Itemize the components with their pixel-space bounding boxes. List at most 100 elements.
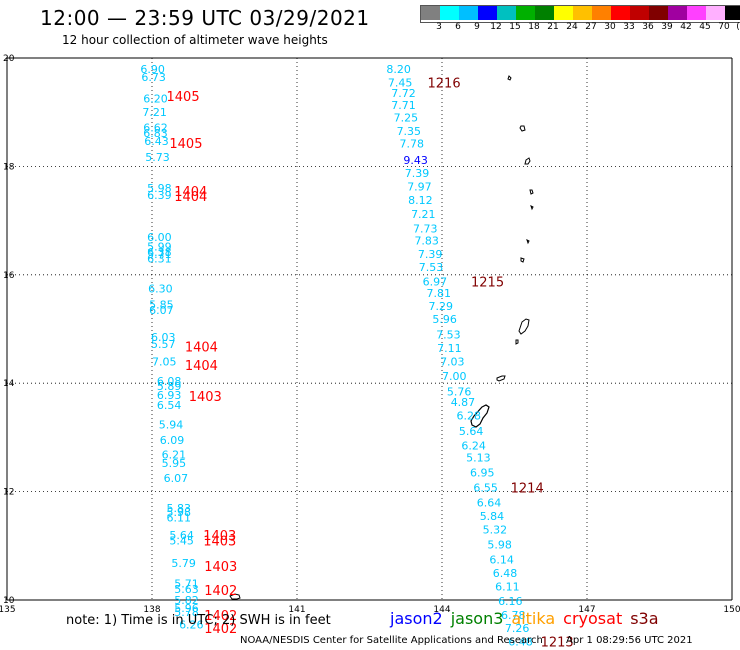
wave-height-label: 7.81 — [427, 287, 452, 300]
wave-height-label: 6.78 — [501, 609, 526, 622]
legend-item-s3a: s3a — [630, 609, 659, 628]
wave-height-label: 6.14 — [489, 553, 514, 566]
scale-swatch — [630, 6, 649, 20]
wave-height-label: 6.07 — [149, 304, 174, 317]
legend-item-cryosat: cryosat — [563, 609, 623, 628]
island-mariana — [526, 239, 530, 245]
lon-tick-label: 150 — [723, 605, 740, 615]
island-south — [229, 593, 241, 600]
scale-label: 21 — [547, 22, 559, 32]
wave-height-label: 5.85 — [149, 299, 174, 312]
wave-height-label: 5.32 — [483, 524, 508, 537]
wave-height-label: 7.03 — [440, 356, 465, 369]
wave-height-label: 7.25 — [394, 112, 419, 125]
track-labels: 6.906.736.207.216.626.836.435.735.986.39… — [140, 63, 573, 650]
wave-height-label: 7.21 — [142, 106, 167, 119]
wave-height-label: 7.21 — [411, 208, 436, 221]
wave-height-label: 7.72 — [391, 87, 416, 100]
scale-label: 45 — [699, 22, 711, 32]
wave-height-label: 7.05 — [152, 356, 177, 369]
wave-height-label: 6.97 — [423, 275, 448, 288]
wave-height-label: 7.83 — [414, 235, 439, 248]
scale-label: (ft) — [736, 22, 740, 32]
wave-height-label: 5.79 — [171, 557, 196, 570]
island-mariana — [520, 257, 525, 263]
lat-tick-label: 14 — [3, 379, 15, 389]
legend-item-jason3: jason3 — [450, 609, 504, 628]
scale-label: 42 — [680, 22, 692, 32]
wave-height-label: 5.64 — [459, 425, 484, 438]
scale-label: 30 — [604, 22, 616, 32]
lon-tick-label: 144 — [433, 605, 450, 615]
wave-height-label: 5.96 — [174, 602, 199, 615]
pass-time-label: 1402 — [204, 609, 237, 624]
wave-height-label: 6.48 — [508, 636, 533, 649]
wave-height-label: 7.39 — [418, 248, 443, 261]
pass-time-label: 1404 — [185, 359, 218, 374]
island-mariana — [529, 189, 534, 195]
wave-height-label: 5.63 — [174, 583, 199, 596]
pass-time-label: 1213 — [541, 636, 574, 650]
scale-swatch — [440, 6, 459, 20]
wave-height-label: 6.55 — [473, 481, 498, 494]
wave-height-label: 7.45 — [388, 76, 413, 89]
pass-time-label: 1404 — [185, 340, 218, 355]
wave-height-label: 6.11 — [495, 580, 519, 593]
wave-height-label: 7.11 — [437, 342, 462, 355]
wave-height-label: 7.53 — [419, 261, 444, 274]
pass-time-label: 1402 — [204, 584, 237, 599]
pass-time-label: 1403 — [203, 529, 236, 544]
wave-height-label: 4.87 — [451, 396, 476, 409]
wave-height-label: 5.96 — [432, 313, 457, 326]
island-saipan — [518, 318, 530, 335]
scale-swatch — [497, 6, 516, 20]
wave-height-label: 6.73 — [141, 71, 166, 84]
pass-time-label: 1404 — [174, 190, 207, 205]
scale-swatch — [554, 6, 573, 20]
wave-height-label: 5.82 — [174, 594, 199, 607]
wave-height-label: 6.24 — [461, 440, 486, 453]
wave-height-label: 6.11 — [167, 512, 192, 525]
wave-height-label: 5.98 — [147, 182, 172, 195]
wave-height-label: 5.99 — [147, 241, 172, 254]
wave-height-label: 5.73 — [145, 151, 170, 164]
lon-tick-label: 135 — [0, 605, 16, 615]
wave-height-label: 6.64 — [477, 496, 502, 509]
footer-note: note: 1) Time is in UTC; 2) SWH is in fe… — [66, 613, 331, 628]
lon-tick-label: 141 — [288, 605, 305, 615]
wave-height-label: 6.43 — [144, 135, 169, 148]
credit-text: NOAA/NESDIS Center for Satellite Applica… — [240, 635, 543, 646]
wave-height-label: 6.93 — [157, 389, 182, 402]
pass-time-label: 1403 — [204, 560, 237, 575]
pass-time-label: 1215 — [471, 275, 504, 290]
wave-height-label: 7.29 — [428, 300, 453, 313]
wave-height-label: 6.08 — [157, 375, 182, 388]
scale-label: 6 — [455, 22, 461, 32]
wave-height-label: 6.90 — [140, 63, 165, 76]
wave-height-label: 7.00 — [442, 370, 467, 383]
wave-height-label: 7.78 — [399, 138, 424, 151]
scale-label: 3 — [436, 22, 442, 32]
page-title: 12:00 — 23:59 UTC 03/29/2021 — [40, 6, 370, 30]
scale-swatch — [573, 6, 592, 20]
wave-height-label: 5.89 — [157, 380, 182, 393]
satellite-legend: jason2 jason3 altika cryosat s3a — [390, 609, 667, 628]
lat-tick-label: 12 — [3, 488, 14, 498]
lat-tick-label: 18 — [3, 162, 15, 172]
scale-swatch — [516, 6, 535, 20]
island-guam — [470, 404, 490, 428]
wave-height-label: 5.98 — [487, 539, 512, 552]
scale-swatch — [706, 6, 725, 20]
wave-height-label: 6.26 — [179, 618, 204, 631]
wave-height-label: 6.07 — [164, 472, 189, 485]
wave-height-label: 6.16 — [498, 595, 522, 608]
wave-height-label: 5.45 — [169, 534, 194, 547]
wave-height-label: 5.94 — [159, 418, 184, 431]
pass-time-label: 1403 — [189, 390, 222, 405]
wave-height-label: 9.43 — [403, 154, 428, 167]
scale-swatch — [687, 6, 706, 20]
wave-height-label: 7.97 — [407, 180, 432, 193]
pass-time-label: 1404 — [174, 185, 207, 200]
scale-swatch — [535, 6, 554, 20]
